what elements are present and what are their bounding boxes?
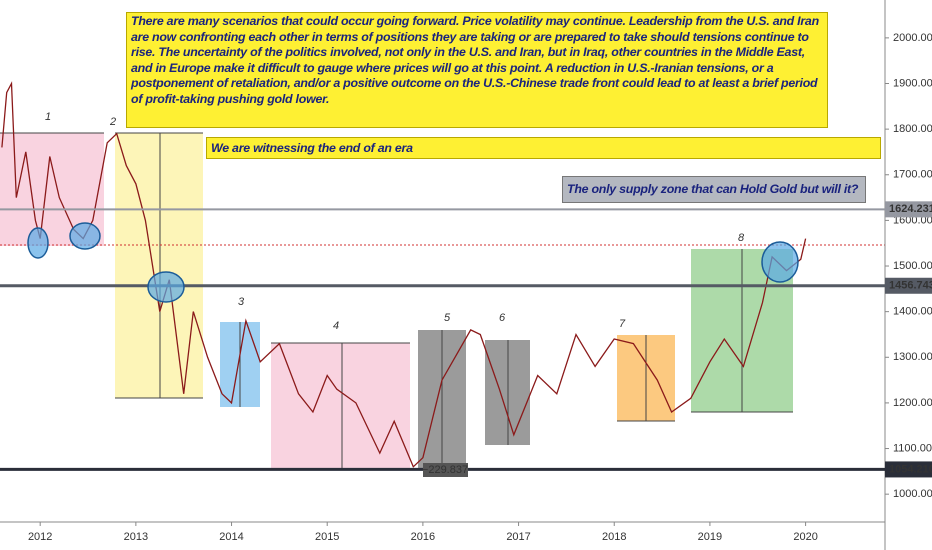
zone-label: 3 xyxy=(238,296,245,308)
highlight-circle xyxy=(69,222,101,250)
zone-label: 6 xyxy=(499,312,506,324)
highlight-circle xyxy=(761,241,799,283)
x-tick-label: 2019 xyxy=(698,531,722,543)
x-tick-label: 2014 xyxy=(219,531,243,543)
zone-label: 1 xyxy=(45,111,51,123)
note-box: The only supply zone that can Hold Gold … xyxy=(562,176,866,203)
x-tick-label: 2015 xyxy=(315,531,339,543)
x-tick-label: 2016 xyxy=(411,531,435,543)
note-box: We are witnessing the end of an era xyxy=(206,137,881,159)
y-tick-label: 1100.000 xyxy=(893,442,932,454)
zone-label: 4 xyxy=(333,320,339,332)
level-label: 1624.231 xyxy=(889,203,932,215)
y-tick-label: 1900.000 xyxy=(893,77,932,89)
x-tick-label: 2020 xyxy=(793,531,817,543)
highlight-circle xyxy=(27,227,49,259)
y-tick-label: 2000.000 xyxy=(893,32,932,44)
highlight-circle xyxy=(147,271,185,303)
y-tick-label: 1400.000 xyxy=(893,306,932,318)
measure-label: −229.837 xyxy=(422,464,468,476)
y-tick-label: 1200.000 xyxy=(893,397,932,409)
level-tag xyxy=(885,201,932,218)
y-tick-label: 1300.000 xyxy=(893,351,932,363)
x-tick-label: 2012 xyxy=(28,531,52,543)
x-tick-label: 2018 xyxy=(602,531,626,543)
zone-label: 2 xyxy=(109,116,116,128)
level-tag xyxy=(885,461,932,478)
zone-label: 5 xyxy=(444,312,451,324)
y-tick-label: 1800.000 xyxy=(893,123,932,135)
zone-label: 7 xyxy=(619,318,626,330)
zone-box xyxy=(115,133,203,398)
level-label: 1054.210 xyxy=(889,463,932,475)
zone-label: 8 xyxy=(738,232,745,244)
zones xyxy=(0,132,793,470)
x-tick-label: 2013 xyxy=(124,531,148,543)
zone-arrows xyxy=(0,132,793,470)
note-box: There are many scenarios that could occu… xyxy=(126,12,828,128)
measure-tag xyxy=(423,463,468,477)
y-tick-label: 1700.000 xyxy=(893,169,932,181)
level-label: 1456.743 xyxy=(889,280,932,292)
zone-box xyxy=(271,343,410,470)
x-tick-label: 2017 xyxy=(506,531,530,543)
level-tag xyxy=(885,277,932,294)
y-tick-label: 1000.000 xyxy=(893,488,932,500)
y-tick-label: 1500.000 xyxy=(893,260,932,272)
